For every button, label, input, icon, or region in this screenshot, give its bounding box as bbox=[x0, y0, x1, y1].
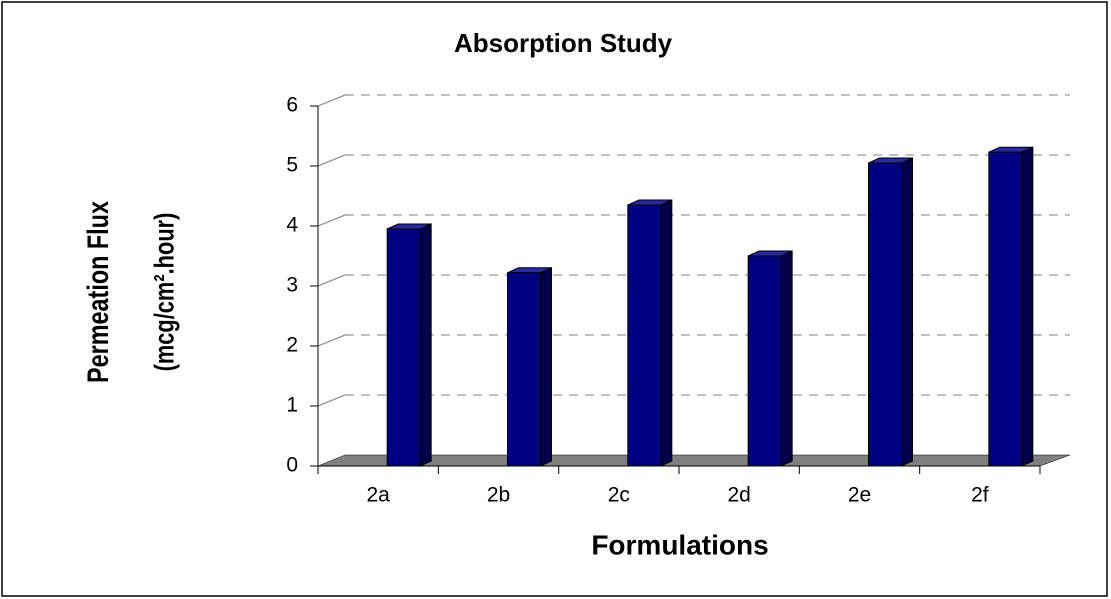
bar-side bbox=[419, 223, 432, 467]
bar bbox=[988, 151, 1023, 467]
grid-line bbox=[317, 154, 346, 167]
grid-line bbox=[317, 394, 346, 407]
y-tick-label: 0 bbox=[286, 454, 298, 477]
bar-side bbox=[780, 250, 793, 467]
y-tick-label: 5 bbox=[286, 154, 298, 177]
grid-line bbox=[317, 274, 346, 287]
grid-line bbox=[317, 94, 346, 107]
x-axis-title: Formulations bbox=[591, 529, 768, 560]
x-tick-label: 2a bbox=[366, 484, 390, 507]
x-tick-label: 2e bbox=[848, 484, 871, 507]
bar bbox=[627, 204, 662, 467]
bar bbox=[507, 272, 541, 467]
y-tick-label: 3 bbox=[286, 274, 298, 297]
bar bbox=[386, 228, 421, 467]
y-tick-label: 2 bbox=[286, 334, 298, 357]
bar bbox=[868, 162, 902, 467]
y-tick-label: 4 bbox=[286, 214, 298, 237]
y-axis-title: (mcg/cm².hour) bbox=[149, 213, 180, 372]
y-tick-label: 6 bbox=[286, 94, 298, 117]
grid-line bbox=[317, 214, 346, 227]
bar-side bbox=[1021, 146, 1034, 467]
bar-side bbox=[901, 157, 913, 467]
grid-line bbox=[317, 334, 346, 347]
bar-side bbox=[540, 267, 552, 467]
bar bbox=[747, 255, 782, 467]
x-tick-label: 2d bbox=[727, 484, 750, 507]
x-tick-label: 2c bbox=[608, 484, 630, 507]
chart-title: Absorption Study bbox=[454, 28, 673, 58]
y-axis-title: Permeation Flux bbox=[81, 201, 114, 383]
x-tick-label: 2f bbox=[971, 484, 989, 507]
y-tick-label: 1 bbox=[286, 394, 298, 417]
x-tick-label: 2b bbox=[487, 484, 510, 507]
bar-side bbox=[660, 199, 673, 467]
